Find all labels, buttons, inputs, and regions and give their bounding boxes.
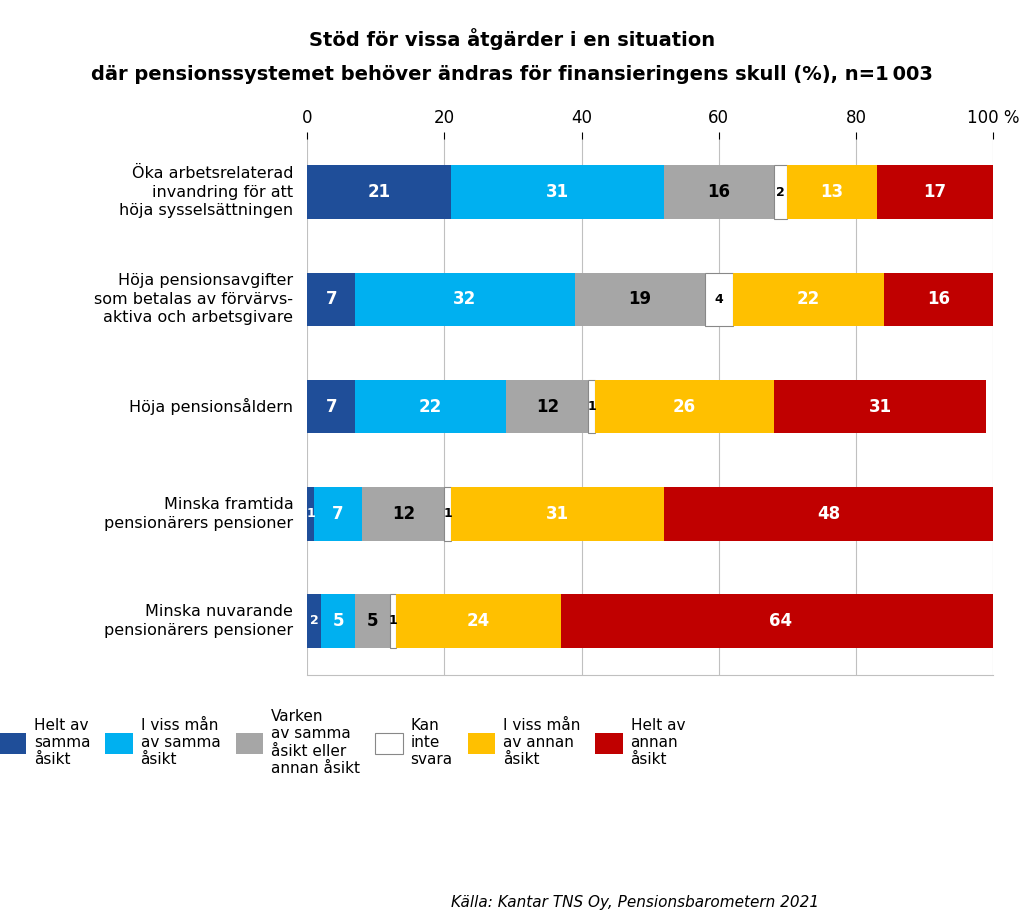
- Bar: [452, 165, 664, 219]
- Text: Källa: Kantar TNS Oy, Pensionsbarometern 2021: Källa: Kantar TNS Oy, Pensionsbarometern…: [451, 895, 819, 910]
- Bar: [574, 273, 706, 326]
- Text: Stöd för vissa åtgärder i en situation: Stöd för vissa åtgärder i en situation: [309, 28, 715, 50]
- Bar: [307, 594, 321, 648]
- Bar: [774, 165, 787, 219]
- Bar: [307, 273, 355, 326]
- Bar: [362, 487, 444, 541]
- Bar: [664, 487, 993, 541]
- Text: 4: 4: [715, 293, 723, 306]
- Bar: [774, 380, 986, 433]
- Bar: [355, 594, 389, 648]
- Bar: [396, 594, 561, 648]
- Bar: [506, 380, 589, 433]
- Text: 2: 2: [309, 614, 318, 627]
- Text: 17: 17: [924, 183, 946, 201]
- Bar: [314, 487, 362, 541]
- Bar: [787, 165, 877, 219]
- Text: 5: 5: [367, 612, 378, 630]
- Text: 32: 32: [454, 290, 476, 309]
- Bar: [877, 165, 993, 219]
- Text: 12: 12: [392, 505, 415, 523]
- Bar: [589, 380, 595, 433]
- Bar: [355, 273, 574, 326]
- Bar: [884, 273, 993, 326]
- Text: 16: 16: [708, 183, 730, 201]
- Bar: [321, 594, 355, 648]
- Text: 7: 7: [332, 505, 344, 523]
- Text: 13: 13: [820, 183, 844, 201]
- Bar: [307, 487, 314, 541]
- Bar: [452, 487, 664, 541]
- Text: 31: 31: [868, 397, 892, 416]
- Text: 31: 31: [546, 183, 569, 201]
- Text: 12: 12: [536, 397, 559, 416]
- Text: 1: 1: [388, 614, 397, 627]
- Text: 48: 48: [817, 505, 840, 523]
- Text: 16: 16: [927, 290, 950, 309]
- Bar: [732, 273, 884, 326]
- Text: 1: 1: [588, 400, 596, 413]
- Bar: [706, 273, 732, 326]
- Text: 24: 24: [467, 612, 490, 630]
- Text: 19: 19: [629, 290, 651, 309]
- Text: där pensionssystemet behöver ändras för finansieringens skull (%), n=1 003: där pensionssystemet behöver ändras för …: [91, 65, 933, 84]
- Bar: [561, 594, 1000, 648]
- Text: 5: 5: [333, 612, 344, 630]
- Text: 26: 26: [673, 397, 696, 416]
- Legend: Helt av
samma
åsikt, I viss mån
av samma
åsikt, Varken
av samma
åsikt eller
anna: Helt av samma åsikt, I viss mån av samma…: [0, 709, 685, 776]
- Text: 22: 22: [797, 290, 819, 309]
- Text: 22: 22: [419, 397, 442, 416]
- Text: 64: 64: [769, 612, 793, 630]
- Text: 7: 7: [326, 397, 337, 416]
- Text: 31: 31: [546, 505, 569, 523]
- Bar: [595, 380, 774, 433]
- Text: 1: 1: [306, 507, 315, 520]
- Text: 1: 1: [443, 507, 453, 520]
- Bar: [355, 380, 506, 433]
- Bar: [444, 487, 452, 541]
- Text: 2: 2: [776, 186, 785, 199]
- Bar: [307, 165, 452, 219]
- Bar: [664, 165, 774, 219]
- Bar: [389, 594, 396, 648]
- Text: 21: 21: [368, 183, 391, 201]
- Bar: [307, 380, 355, 433]
- Text: 7: 7: [326, 290, 337, 309]
